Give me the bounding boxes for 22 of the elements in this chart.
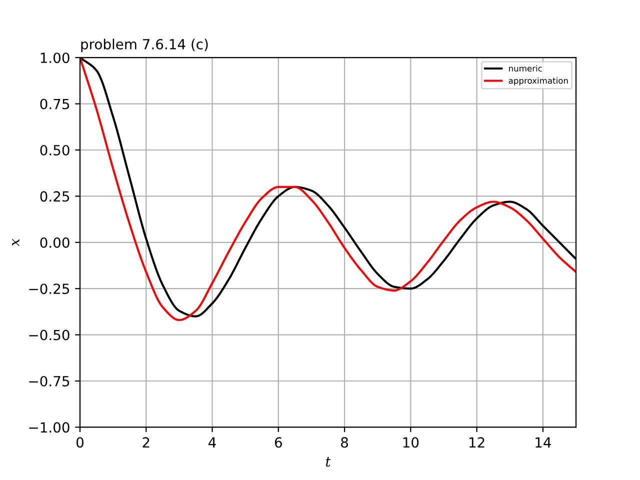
x-tick-label: 8	[341, 437, 348, 448]
x-axis-title: t	[326, 457, 331, 467]
y-tick-label: 0.50	[40, 144, 70, 156]
x-tick-label: 2	[142, 437, 150, 448]
y-tick-label: −0.75	[29, 376, 70, 386]
x-tick-label: 4	[208, 437, 216, 448]
x-tick-label: 12	[469, 437, 484, 448]
x-tick-label: 14	[536, 437, 551, 448]
x-tick-label: 6	[274, 437, 282, 448]
y-tick-label: −1.00	[29, 422, 70, 433]
chart-title: problem 7.6.14 (c)	[81, 38, 208, 52]
y-tick-label: 0.00	[40, 237, 70, 248]
legend-label: numeric	[509, 65, 542, 72]
legend-label: approximation	[508, 77, 568, 86]
y-tick-label: 0.75	[40, 98, 70, 110]
y-axis-title: x	[12, 238, 20, 246]
x-tick-label: 10	[403, 437, 419, 448]
y-tick-label: 1.00	[40, 52, 70, 64]
x-tick-label: 0	[76, 437, 84, 448]
y-tick-label: −0.25	[29, 284, 70, 294]
y-tick-label: −0.50	[29, 330, 70, 340]
y-tick-label: 0.25	[40, 191, 70, 202]
